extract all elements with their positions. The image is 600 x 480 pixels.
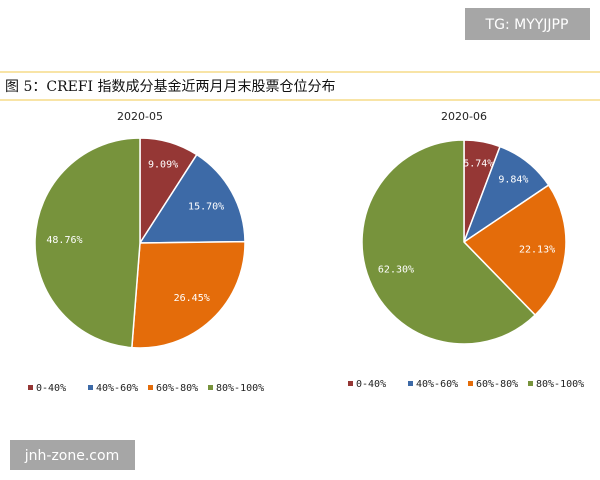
watermark-box [10,440,135,470]
pie-slice [138,153,246,244]
legend-swatch [528,381,533,386]
legend-label: 40%-60% [96,383,138,394]
data-label: 62.30% [378,265,414,276]
data-label: 9.09% [148,159,178,170]
pie-slice [131,240,246,349]
legend-label: 0-40% [36,383,66,394]
data-label: 15.70% [188,201,224,212]
legend-swatch [208,385,213,390]
pie-slice [361,139,537,345]
legend-label: 80%-100% [216,383,264,394]
legend-swatch [148,385,153,390]
caption: 图 5：CREFI 指数成分基金近两月月末股票仓位分布 [5,78,336,95]
data-label: 5.74% [463,159,493,170]
data-label: 48.76% [46,235,82,246]
watermark-box [465,8,590,40]
legend-swatch [468,381,473,386]
data-label: 9.84% [498,175,528,186]
legend-swatch [88,385,93,390]
legend-label: 60%-80% [156,383,198,394]
data-label: 26.45% [174,293,210,304]
pie-slice [462,184,567,317]
pie-slice [34,137,141,349]
legend-label: 60%-80% [476,379,518,390]
legend-swatch [28,385,33,390]
legend-label: 80%-100% [536,379,584,390]
watermark: TG: MYYJJPP [485,17,569,33]
legend-label: 40%-60% [416,379,458,390]
chart-title: 2020-06 [441,110,487,123]
watermark: jnh-zone.com [24,448,119,464]
data-label: 22.13% [519,245,555,256]
chart-title: 2020-05 [117,110,163,123]
legend-swatch [348,381,353,386]
legend-label: 0-40% [356,379,386,390]
legend-swatch [408,381,413,386]
